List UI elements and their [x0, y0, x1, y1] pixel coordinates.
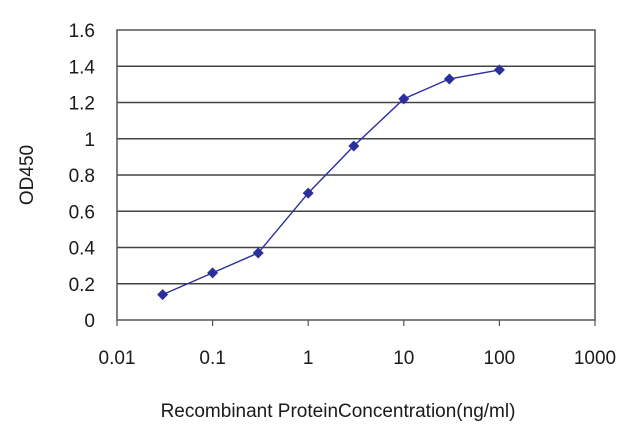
data-point [302, 187, 314, 199]
data-point [398, 93, 410, 105]
y-tick-label: 0.4 [69, 239, 96, 260]
data-point [493, 64, 505, 76]
x-tick-labels: 0.01 0.1 1 10 100 1000 [99, 348, 617, 369]
grid-lines [117, 65, 595, 285]
data-point [252, 247, 264, 259]
y-tick-label: 0 [84, 311, 95, 332]
x-tick-label: 0.1 [199, 348, 225, 369]
y-tick-label: 1.2 [69, 94, 95, 115]
plot-area [116, 29, 596, 321]
y-tick-label: 0.2 [69, 275, 95, 296]
y-tick-label: 0.6 [69, 202, 95, 223]
data-point [157, 289, 169, 301]
y-tick-label: 1.4 [69, 57, 96, 78]
y-tick-label: 0.8 [69, 166, 95, 187]
y-tick-label: 1 [84, 130, 95, 151]
data-point [207, 267, 219, 279]
x-tick-label: 100 [484, 348, 516, 369]
data-point [443, 73, 455, 85]
y-tick-label: 1.6 [69, 21, 95, 42]
x-tick-label: 1000 [574, 348, 616, 369]
series-group [157, 64, 505, 301]
y-tick-labels: 0 0.2 0.4 0.6 0.8 1 1.2 1.4 1.6 [69, 21, 96, 332]
data-point [348, 140, 360, 152]
x-axis-label: Recombinant ProteinConcentration(ng/ml) [161, 401, 516, 422]
x-tick-marks [116, 320, 596, 326]
x-tick-label: 0.01 [99, 348, 136, 369]
y-axis-label: OD450 [17, 145, 38, 205]
x-tick-label: 10 [393, 348, 414, 369]
x-tick-label: 1 [303, 348, 314, 369]
series-line [162, 69, 500, 296]
